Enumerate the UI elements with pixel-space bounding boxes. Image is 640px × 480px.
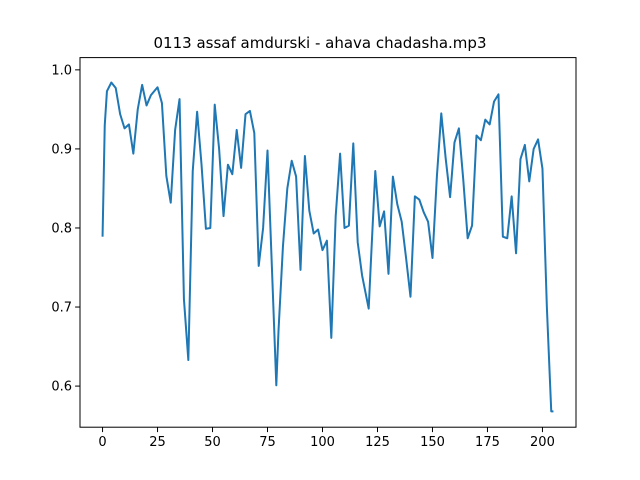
y-tick-label: 0.8 [51,221,72,236]
x-tick-label: 50 [204,435,221,450]
y-tick-label: 1.0 [51,63,72,78]
y-axis-ticks: 0.6 0.7 0.8 0.9 1.0 [51,63,80,395]
plot-area-frame [79,57,577,428]
y-tick-label: 0.6 [51,380,72,395]
x-tick-label: 75 [259,435,276,450]
x-tick-label: 125 [365,435,390,450]
x-axis-ticks: 0 25 50 75 100 125 150 175 200 [98,427,555,450]
x-tick-label: 0 [98,435,106,450]
y-tick-label: 0.7 [51,301,72,316]
x-tick-label: 175 [475,435,500,450]
data-series-line [101,81,554,413]
x-tick-label: 25 [149,435,166,450]
x-tick-label: 200 [530,435,555,450]
chart-title: 0113 assaf amdurski - ahava chadasha.mp3 [154,34,487,52]
y-tick-label: 0.9 [51,142,72,157]
x-tick-label: 100 [310,435,335,450]
x-tick-label: 150 [420,435,445,450]
